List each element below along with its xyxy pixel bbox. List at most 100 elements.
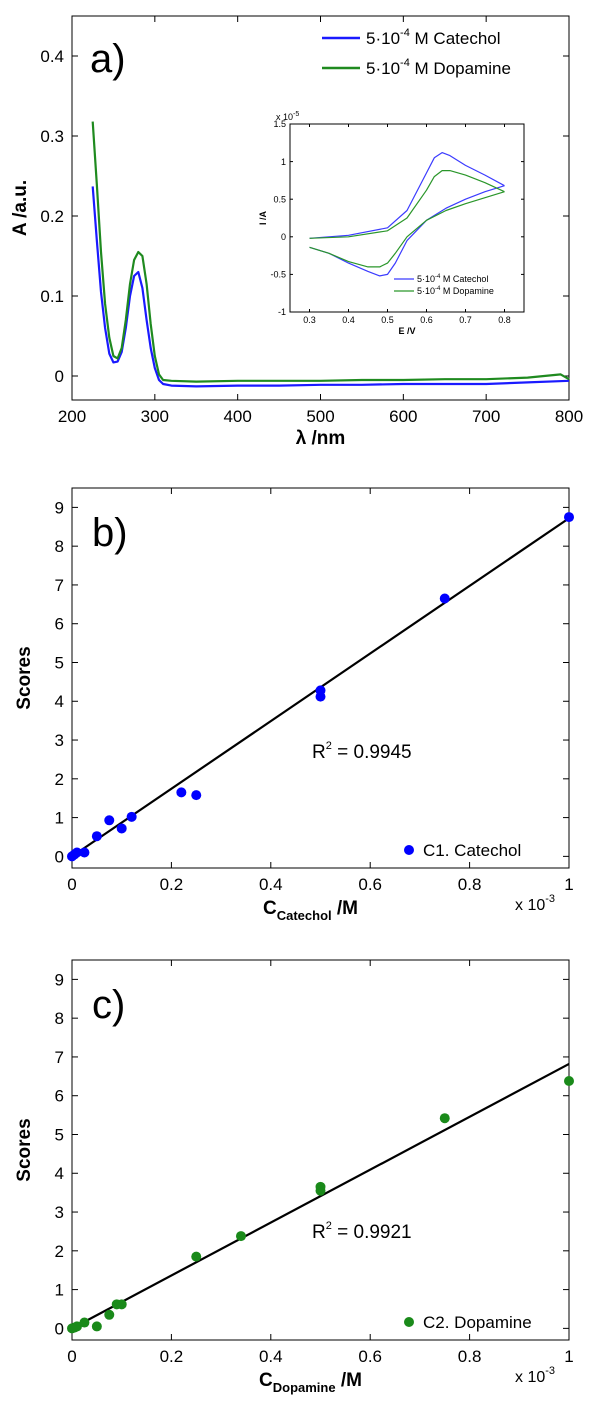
y-tick-label: 7 (55, 1048, 64, 1067)
y-tick-label: 1 (55, 1281, 64, 1300)
legend-text: 5·10 (366, 29, 400, 48)
plot-frame (72, 488, 569, 868)
y-tick-label: 8 (55, 1009, 64, 1028)
y-tick-label: 0.2 (40, 207, 64, 226)
x-axis-label-text: /M (336, 1370, 362, 1391)
y-tick-label: 0.3 (40, 127, 64, 146)
data-point (104, 1310, 114, 1320)
y-tick-label: 6 (55, 615, 64, 634)
inset-legend-entry: 5·10-4 M Catechol (417, 274, 488, 284)
y-tick-label: 9 (55, 498, 64, 517)
x-multiplier-exponent: -3 (545, 1365, 555, 1377)
x-tick-label: 0 (67, 875, 76, 894)
data-point (117, 823, 127, 833)
x-tick-label: 0.4 (259, 1347, 283, 1366)
y-tick-label: 9 (55, 970, 64, 989)
inset-x-axis-label: E /V (398, 326, 415, 336)
data-point (564, 512, 574, 522)
r-squared-annotation: R2 = 0.9945 (312, 740, 412, 763)
fit-line (72, 1064, 569, 1328)
y-axis-label: Scores (14, 646, 35, 709)
y-tick-label: 8 (55, 537, 64, 556)
y-tick-label: 2 (55, 1242, 64, 1261)
annotation-text: R (312, 742, 326, 763)
x-multiplier-text: x 10 (515, 897, 545, 914)
y-tick-label: 5 (55, 653, 64, 672)
panel-label: b) (92, 511, 128, 555)
y-axis-label: A /a.u. (10, 180, 31, 236)
data-point (92, 1321, 102, 1331)
data-point (191, 790, 201, 800)
data-point (440, 1113, 450, 1123)
x-tick-label: 1 (564, 1347, 573, 1366)
panel-label: a) (90, 37, 126, 81)
x-tick-label: 0.8 (458, 1347, 482, 1366)
data-point (104, 815, 114, 825)
x-tick-label: 0.6 (358, 875, 382, 894)
y-tick-label: 0 (281, 232, 286, 242)
data-point (564, 1076, 574, 1086)
y-tick-label: 0 (55, 367, 64, 386)
x-tick-label: 0.6 (358, 1347, 382, 1366)
legend-exponent: -4 (400, 27, 410, 39)
inset-chart: 0.3 0.4 0.5 0.6 0.7 0.8 -1 -0.5 0 0.5 1 1.5 E /V I /A… (240, 110, 538, 340)
y-tick-label: 5 (55, 1125, 64, 1144)
x-tick-label: 0 (67, 1347, 76, 1366)
data-point (117, 1299, 127, 1309)
data-point (127, 812, 137, 822)
x-axis-label-text: C (263, 898, 277, 919)
legend-entry: C1. Catechol (423, 841, 521, 860)
legend-exponent: -4 (400, 57, 410, 69)
x-axis-label: CDopamine /M (259, 1370, 362, 1395)
y-tick-label: 0 (55, 847, 64, 866)
chart-panel-a: 200 300 400 500 600 700 80000.10.20.30.4 a)λ /n… (10, 16, 583, 449)
y-tick-label: -0.5 (270, 270, 286, 280)
legend-marker (404, 845, 414, 855)
data-point (92, 831, 102, 841)
x-multiplier-exponent: -3 (545, 893, 555, 905)
legend-entry: 5·10-4 M Dopamine (366, 57, 511, 78)
x-axis-label-subscript: Dopamine (273, 1380, 336, 1395)
data-point (191, 1252, 201, 1262)
x-tick-label: 400 (223, 407, 251, 426)
x-tick-label: 700 (472, 407, 500, 426)
inset-background (240, 110, 538, 340)
x-tick-label: 200 (58, 407, 86, 426)
panel-label: c) (92, 983, 125, 1027)
inset-y-axis-label: I /A (258, 211, 268, 226)
y-tick-label: 3 (55, 731, 64, 750)
x-multiplier-text: x 10 (515, 1369, 545, 1386)
data-point (236, 1231, 246, 1241)
x-axis-label: λ /nm (296, 428, 346, 449)
inset-legend-text: 5·10 (417, 286, 435, 296)
y-tick-label: 0.1 (40, 287, 64, 306)
inset-multiplier-exponent: -5 (293, 111, 299, 118)
x-axis-label-text: /M (332, 898, 358, 919)
data-point (440, 594, 450, 604)
x-axis-label: CCatechol /M (263, 898, 358, 923)
r-squared-annotation: R2 = 0.9921 (312, 1220, 412, 1243)
legend-marker (404, 1317, 414, 1327)
x-tick-label: 0.2 (160, 875, 184, 894)
data-point (79, 1318, 89, 1328)
x-axis-label-subscript: Catechol (277, 908, 332, 923)
y-tick-label: 1 (281, 157, 286, 167)
y-tick-label: 0.5 (273, 194, 286, 204)
x-tick-label: 0.7 (459, 315, 472, 325)
legend-text: 5·10 (366, 59, 400, 78)
data-point (316, 1186, 326, 1196)
y-tick-label: 0 (55, 1319, 64, 1338)
y-tick-label: 4 (55, 692, 64, 711)
x-tick-label: 300 (141, 407, 169, 426)
x-tick-label: 800 (555, 407, 583, 426)
plot-frame (72, 960, 569, 1340)
legend-text: M Catechol (410, 29, 501, 48)
annotation-text: R (312, 1222, 326, 1243)
inset-legend-entry: 5·10-4 M Dopamine (417, 286, 494, 296)
y-axis-label: Scores (14, 1118, 35, 1181)
x-tick-label: 1 (564, 875, 573, 894)
y-tick-label: 6 (55, 1087, 64, 1106)
data-point (316, 692, 326, 702)
